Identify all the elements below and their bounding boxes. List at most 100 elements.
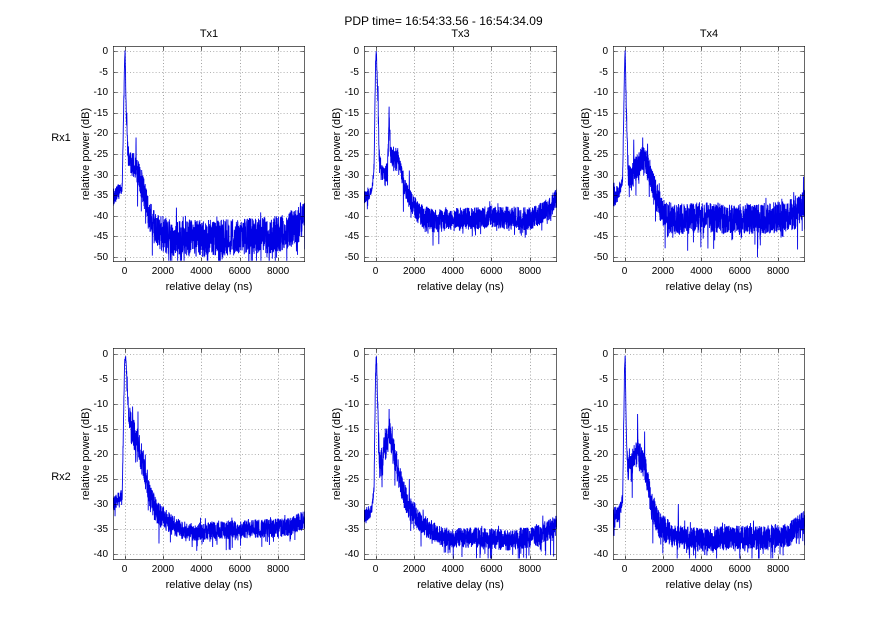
xtick-label-rx1-tx1: 6000 (228, 266, 251, 277)
ytick-label-rx1-tx1: -30 (93, 169, 108, 181)
y-axis-label-rx2-tx4: relative power (dB) (580, 407, 592, 501)
ytick-label-rx1-tx3: -5 (350, 66, 359, 78)
y-axis-label-rx1-tx3: relative power (dB) (331, 107, 343, 201)
ytick-label-rx1-tx1: -10 (93, 87, 108, 99)
ytick-label-rx1-tx4: -5 (599, 66, 608, 78)
ytick-label-rx2-tx4: 0 (602, 349, 608, 360)
ytick-label-rx1-tx3: -45 (344, 231, 359, 243)
ytick-label-rx1-tx1: -40 (93, 210, 108, 222)
figure-title: PDP time= 16:54:33.56 - 16:54:34.09 (344, 14, 543, 28)
ytick-label-rx2-tx4: -35 (593, 524, 608, 535)
xtick-label-rx1-tx1: 8000 (266, 266, 290, 277)
xtick-label-rx1-tx4: 6000 (728, 266, 751, 277)
ytick-label-rx1-tx3: -15 (344, 107, 359, 119)
ytick-label-rx2-tx4: -10 (593, 399, 608, 410)
xtick-label-rx1-tx1: 4000 (190, 266, 213, 277)
xtick-label-rx2-tx4: 0 (621, 564, 628, 575)
xtick-label-rx1-tx3: 2000 (403, 266, 426, 277)
xtick-label-rx1-tx3: 0 (372, 266, 379, 277)
y-axis-label-rx1-tx4: relative power (dB) (580, 107, 592, 201)
ytick-label-rx2-tx4: -30 (593, 499, 608, 510)
ytick-label-rx2-tx4: -40 (593, 549, 608, 560)
ytick-label-rx2-tx1: -10 (93, 399, 108, 410)
ytick-label-rx1-tx3: -50 (344, 252, 359, 264)
row-label-rx2: Rx2 (51, 471, 71, 483)
subplot-title-rx1-tx1: Tx1 (199, 28, 219, 40)
pdp-plot-rx2-tx3 (364, 348, 557, 560)
pdp-plot-rx1-tx3 (364, 46, 557, 262)
pdp-plot-rx1-tx4 (613, 46, 805, 262)
ytick-label-rx2-tx1: -40 (93, 549, 108, 560)
pdp-plot-rx2-tx4 (613, 348, 805, 560)
xtick-label-rx1-tx3: 4000 (441, 266, 464, 277)
ytick-label-rx1-tx3: -25 (344, 149, 359, 160)
xtick-label-rx1-tx4: 4000 (690, 266, 713, 277)
ytick-label-rx1-tx4: -30 (593, 169, 608, 181)
ytick-label-rx1-tx1: -50 (93, 252, 108, 264)
ytick-label-rx2-tx3: -5 (350, 374, 359, 385)
xtick-label-rx2-tx3: 8000 (518, 564, 542, 575)
ytick-label-rx1-tx1: -5 (99, 66, 108, 78)
ytick-label-rx2-tx1: -35 (93, 524, 108, 535)
xtick-label-rx2-tx3: 6000 (480, 564, 503, 575)
ytick-label-rx2-tx3: -20 (344, 449, 359, 460)
x-axis-label-rx2-tx4: relative delay (ns) (665, 579, 753, 591)
ytick-label-rx1-tx3: 0 (353, 45, 359, 57)
xtick-label-rx2-tx1: 6000 (228, 564, 251, 575)
pdp-plot-rx2-tx1 (113, 348, 305, 560)
ytick-label-rx2-tx1: -20 (93, 449, 108, 460)
xtick-label-rx2-tx4: 4000 (690, 564, 713, 575)
xtick-label-rx2-tx3: 0 (372, 564, 379, 575)
xtick-label-rx1-tx4: 0 (621, 266, 628, 277)
ytick-label-rx1-tx3: -20 (344, 128, 359, 140)
ytick-label-rx1-tx1: -25 (93, 149, 108, 160)
ytick-label-rx2-tx4: -15 (593, 424, 608, 435)
xtick-label-rx1-tx4: 2000 (651, 266, 675, 277)
ytick-label-rx1-tx4: -20 (593, 128, 608, 140)
ytick-label-rx1-tx1: -35 (93, 190, 108, 202)
ytick-label-rx1-tx4: -15 (593, 107, 608, 119)
x-axis-label-rx1-tx4: relative delay (ns) (665, 281, 753, 293)
ytick-label-rx2-tx3: -10 (344, 399, 359, 410)
ytick-label-rx2-tx3: 0 (353, 349, 359, 360)
ytick-label-rx2-tx1: -30 (93, 499, 108, 510)
ytick-label-rx1-tx3: -40 (344, 210, 359, 222)
xtick-label-rx1-tx3: 6000 (480, 266, 503, 277)
y-axis-label-rx2-tx1: relative power (dB) (80, 407, 92, 501)
ytick-label-rx1-tx3: -30 (344, 169, 359, 181)
xtick-label-rx2-tx4: 8000 (766, 564, 790, 575)
xtick-label-rx2-tx4: 2000 (651, 564, 675, 575)
ytick-label-rx2-tx1: -5 (99, 374, 108, 385)
ytick-label-rx2-tx1: 0 (102, 349, 108, 360)
ytick-label-rx2-tx3: -40 (344, 549, 359, 560)
ytick-label-rx1-tx4: -45 (593, 231, 608, 243)
y-axis-label-rx1-tx1: relative power (dB) (80, 107, 92, 201)
xtick-label-rx2-tx1: 4000 (190, 564, 213, 575)
ytick-label-rx2-tx3: -15 (344, 424, 359, 435)
ytick-label-rx1-tx1: -45 (93, 231, 108, 243)
xtick-label-rx1-tx1: 0 (121, 266, 128, 277)
subplot-title-rx1-tx3: Tx3 (451, 28, 470, 40)
ytick-label-rx2-tx4: -20 (593, 449, 608, 460)
row-label-rx1: Rx1 (51, 132, 71, 144)
xtick-label-rx2-tx1: 2000 (151, 564, 175, 575)
ytick-label-rx1-tx4: -40 (593, 210, 608, 222)
ytick-label-rx1-tx4: -25 (593, 149, 608, 160)
x-axis-label-rx2-tx3: relative delay (ns) (417, 579, 504, 591)
xtick-label-rx2-tx1: 0 (121, 564, 128, 575)
xtick-label-rx1-tx1: 2000 (151, 266, 175, 277)
ytick-label-rx2-tx3: -35 (344, 524, 359, 535)
ytick-label-rx2-tx1: -25 (93, 474, 108, 485)
ytick-label-rx1-tx1: -20 (93, 128, 108, 140)
x-axis-label-rx1-tx3: relative delay (ns) (417, 281, 504, 293)
ytick-label-rx1-tx4: -35 (593, 190, 608, 202)
ytick-label-rx1-tx3: -10 (344, 87, 359, 99)
ytick-label-rx1-tx4: -10 (593, 87, 608, 99)
xtick-label-rx2-tx3: 2000 (403, 564, 426, 575)
ytick-label-rx2-tx3: -25 (344, 474, 359, 485)
pdp-plot-rx1-tx1 (113, 46, 305, 262)
ytick-label-rx2-tx4: -25 (593, 474, 608, 485)
ytick-label-rx2-tx4: -5 (599, 374, 608, 385)
ytick-label-rx1-tx3: -35 (344, 190, 359, 202)
